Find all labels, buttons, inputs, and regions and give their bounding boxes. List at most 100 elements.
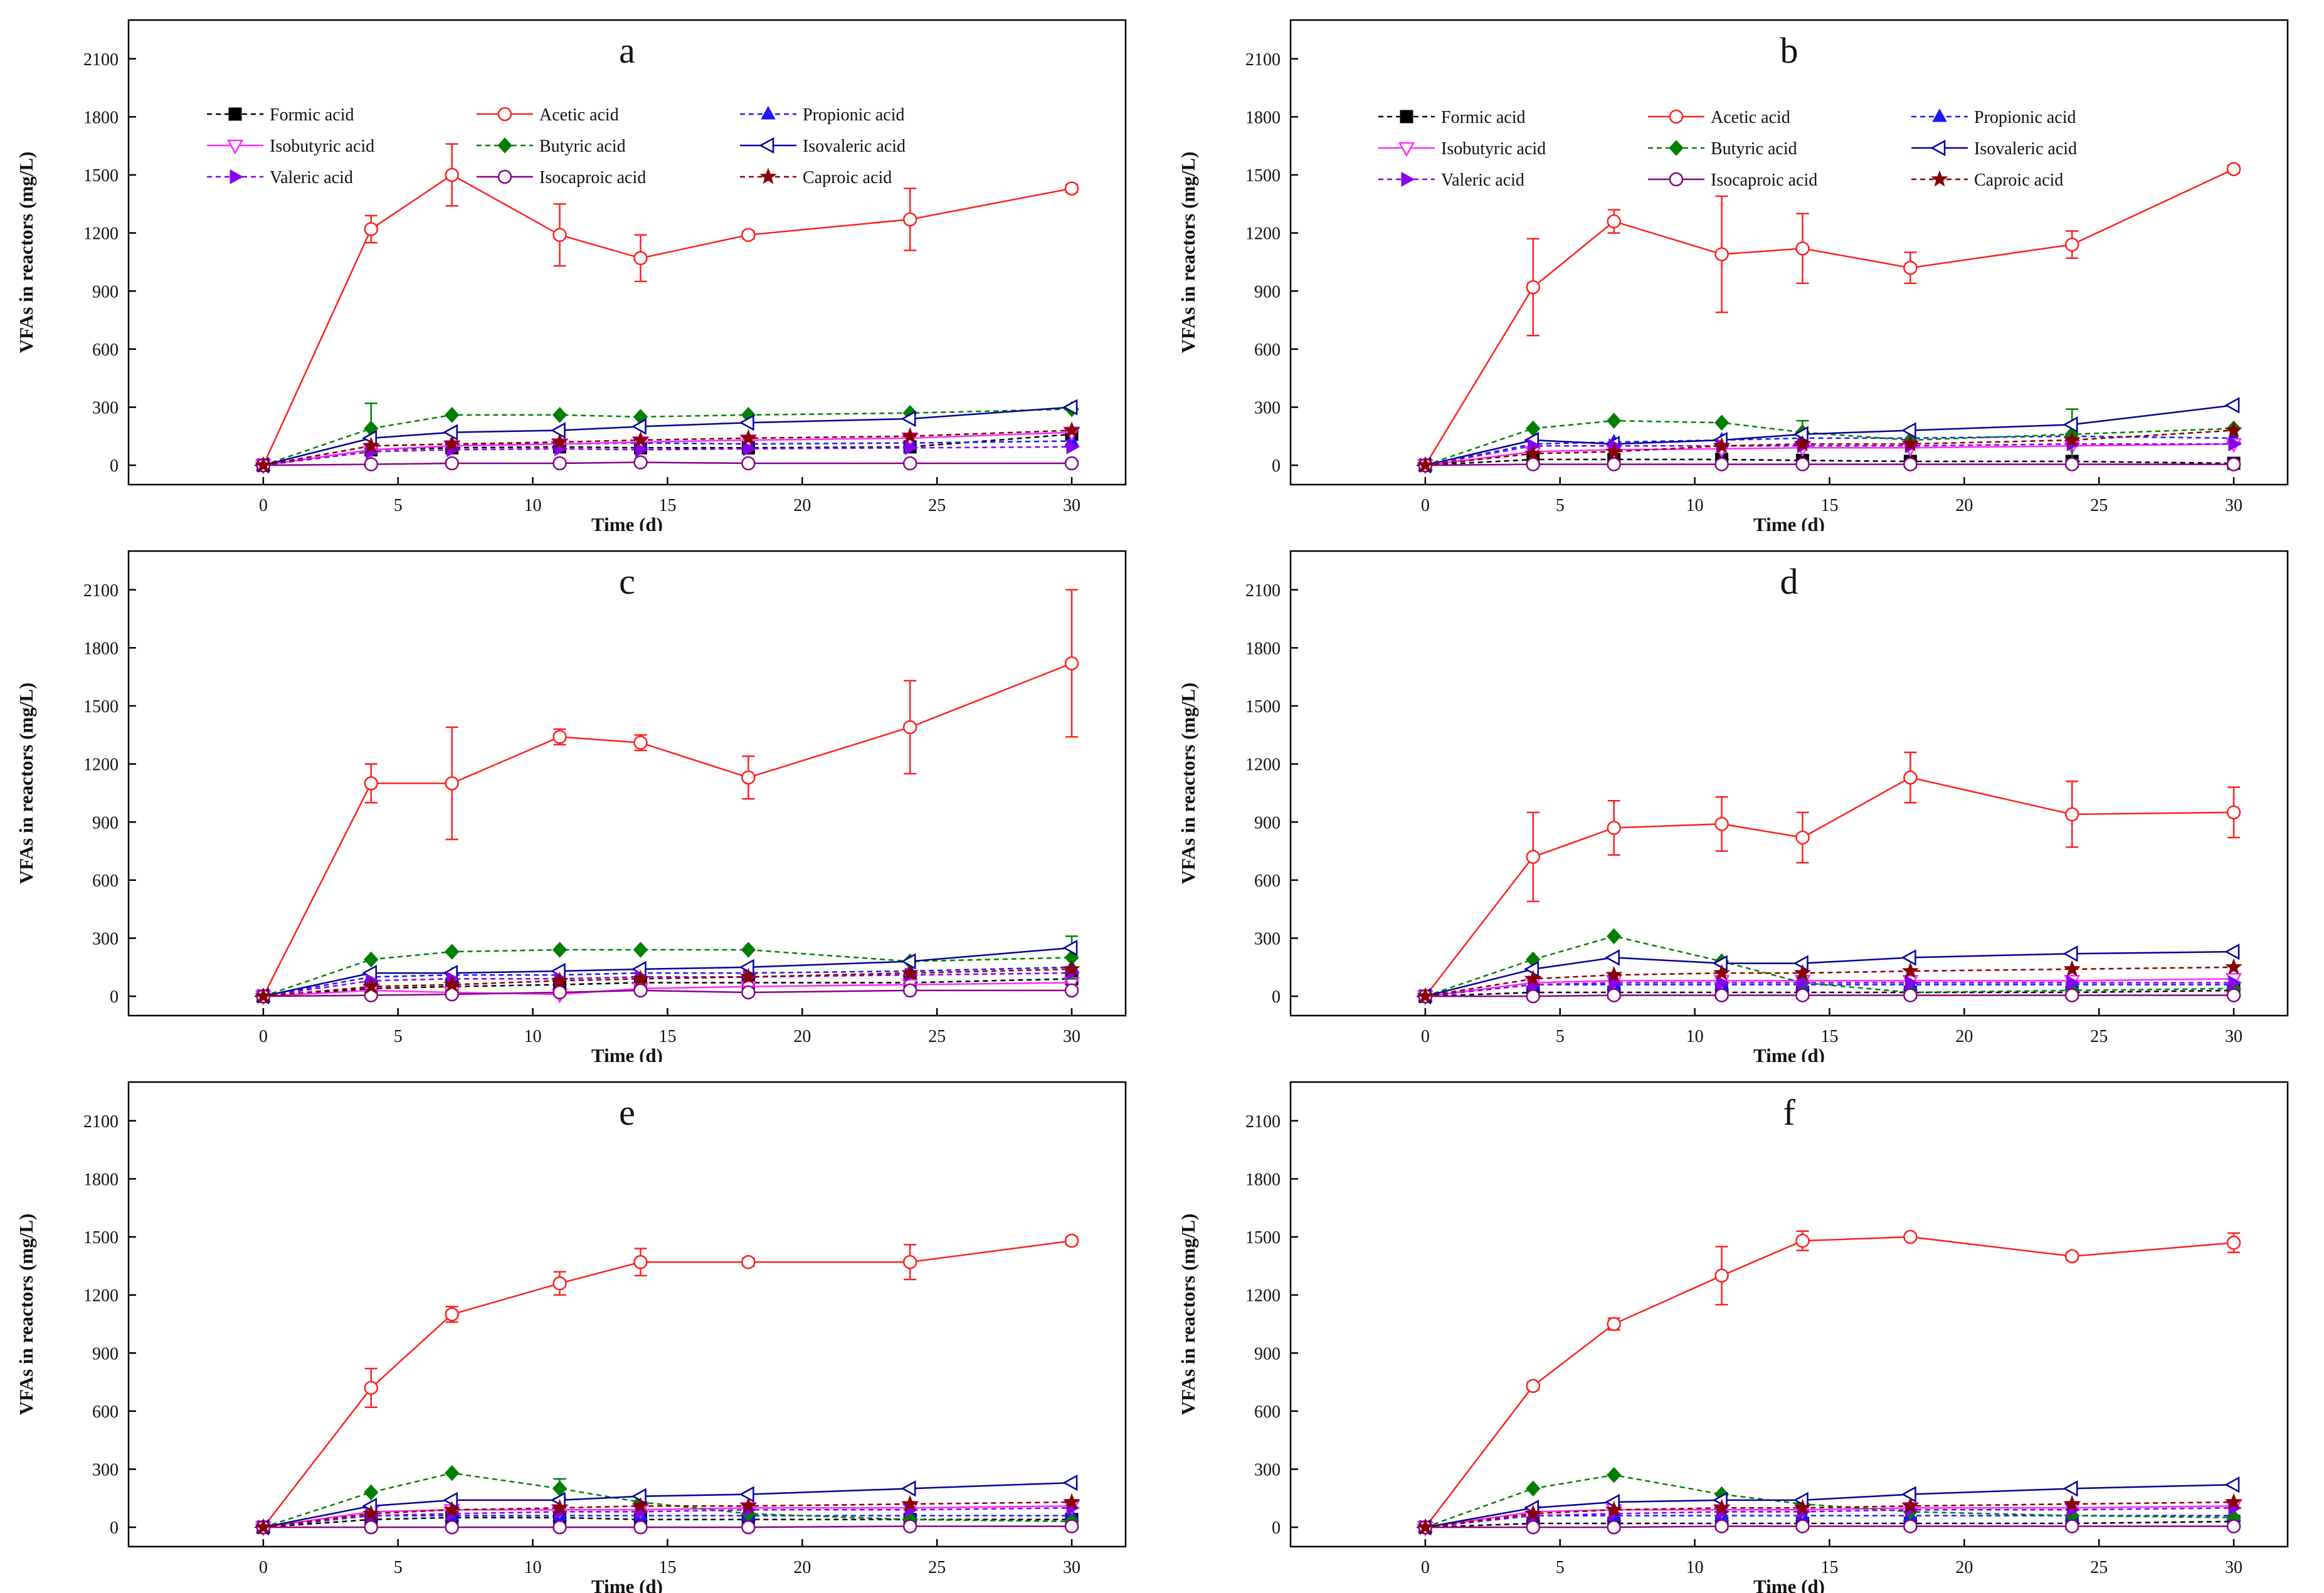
data-point-butyric-acid [1606, 413, 1622, 429]
data-point-isocaproic-acid [1795, 457, 1810, 471]
series-line-acetic-acid [1424, 1236, 2234, 1528]
chart-panel-e: 0 300 600 900 1200 1500 1800 2100 0 5 10 15 20 25 30 Ti… [0, 1062, 1162, 1593]
legend-label: Caproic acid [803, 168, 892, 187]
y-tick-label: 1200 [1245, 755, 1281, 775]
data-point-acetic-acid [2226, 805, 2241, 820]
y-tick-label: 2100 [1245, 1112, 1281, 1132]
data-point-caproic-acid [1901, 962, 1920, 979]
series-caproic-acid [255, 421, 1080, 473]
x-tick-label: 25 [2090, 1027, 2108, 1046]
data-point-acetic-acid [445, 167, 459, 182]
y-tick-label: 1200 [83, 755, 119, 775]
x-tick-label: 30 [1063, 496, 1080, 515]
data-point-isovaleric-acid [901, 953, 916, 970]
data-point-isocaproic-acid [1064, 456, 1079, 471]
data-point-isocaproic-acid [1607, 988, 1621, 1002]
y-tick-label: 300 [1254, 399, 1281, 418]
data-point-caproic-acid [1605, 1500, 1623, 1518]
data-point-caproic-acid [739, 429, 758, 446]
x-tick-label: 5 [1556, 1558, 1565, 1577]
data-point-caproic-acid [1713, 1498, 1731, 1515]
data-point-acetic-acid [2064, 237, 2079, 252]
data-point-isocaproic-acid [902, 983, 917, 998]
data-point-acetic-acid [1795, 241, 1810, 256]
data-point-butyric-acid [633, 942, 648, 958]
legend-label: Caproic acid [1974, 171, 2063, 190]
data-point-isocaproic-acid [1714, 1519, 1729, 1533]
series-line-isovaleric-acid [1425, 1483, 2234, 1528]
data-point-isocaproic-acid [1607, 457, 1621, 471]
x-tick-label: 0 [259, 1558, 268, 1577]
legend-item-acetic-acid: Acetic acid [1648, 108, 1790, 127]
y-tick-label: 1200 [83, 1286, 119, 1306]
y-tick-label: 1200 [83, 224, 119, 244]
x-axis-title: Time (d) [591, 1575, 663, 1593]
data-point-caproic-acid [1063, 960, 1080, 977]
legend-label: Isovaleric acid [803, 137, 906, 156]
series-acetic-acid [256, 143, 1079, 473]
data-point-valeric-acid [1066, 439, 1080, 455]
data-point-acetic-acid [1714, 1268, 1729, 1283]
series-caproic-acid [1417, 1493, 2242, 1535]
data-point-isocaproic-acid [1795, 1519, 1810, 1533]
y-tick-label: 1500 [1245, 1228, 1281, 1248]
data-point-acetic-acid [364, 776, 379, 791]
series-line-isocaproic-acid [1425, 463, 2234, 466]
data-point-acetic-acid [2064, 1249, 2079, 1264]
x-tick-label: 0 [1421, 496, 1430, 515]
data-point-valeric-acid [2066, 975, 2081, 991]
data-point-caproic-acid [1524, 1505, 1542, 1522]
series-line-acetic-acid [262, 1239, 1072, 1528]
x-tick-label: 15 [1820, 1027, 1838, 1046]
data-point-isocaproic-acid [1795, 988, 1810, 1002]
data-point-valeric-acid [2228, 436, 2242, 452]
data-point-isovaleric-acid [1712, 955, 1728, 972]
legend-label: Butyric acid [1711, 139, 1797, 159]
x-tick-label: 15 [658, 1027, 676, 1046]
series-isocaproic-acid [256, 455, 1079, 473]
legend-label: Propionic acid [803, 105, 905, 125]
data-point-caproic-acid [901, 427, 919, 444]
x-tick-label: 10 [1686, 1558, 1704, 1577]
legend-label: Formic acid [1441, 108, 1526, 127]
x-tick-label: 15 [1820, 1558, 1838, 1577]
data-point-caproic-acid [739, 967, 758, 984]
series-formic-acid [1418, 984, 2241, 1003]
series-line-isobutyric-acid [263, 431, 1072, 466]
data-point-acetic-acid [902, 1254, 917, 1270]
series-line-isobutyric-acid [1425, 978, 2234, 997]
data-point-acetic-acid [741, 228, 756, 242]
series-line-isobutyric-acid [1425, 1505, 2234, 1528]
x-axis-title: Time (d) [591, 513, 663, 531]
data-point-butyric-acid [552, 942, 568, 958]
x-tick-label: 10 [1686, 1027, 1704, 1046]
data-point-isovaleric-acid [2063, 945, 2078, 962]
data-point-isovaleric-acid [2224, 943, 2240, 960]
data-point-caproic-acid [631, 1496, 650, 1513]
data-point-isovaleric-acid [1062, 1474, 1078, 1491]
series-valeric-acid [1420, 436, 2242, 473]
data-point-acetic-acid [445, 1307, 459, 1322]
data-point-caproic-acid [1901, 1496, 1920, 1513]
data-point-caproic-acid [362, 436, 380, 453]
series-acetic-acid [1418, 751, 2241, 1004]
x-tick-label: 5 [394, 496, 403, 515]
y-tick-label: 900 [1254, 282, 1281, 302]
series-line-acetic-acid [262, 174, 1072, 466]
legend-marker [1669, 140, 1684, 156]
chart-svg-f: 0 300 600 900 1200 1500 1800 2100 0 5 10 15 20 25 30 Ti… [1177, 1081, 2289, 1593]
series-valeric-acid [258, 439, 1080, 473]
series-line-acetic-acid [262, 662, 1072, 997]
legend-item-caproic-acid: Caproic acid [740, 167, 892, 187]
series-isovaleric-acid [254, 1474, 1078, 1536]
x-tick-label: 15 [1820, 496, 1838, 515]
series-line-caproic-acid [1425, 966, 2234, 997]
data-point-isocaproic-acid [1903, 988, 1918, 1002]
series-line-isovaleric-acid [1425, 404, 2234, 466]
y-axis-title: VFAs in reactors (mg/L) [1177, 683, 1199, 885]
data-point-acetic-acid [2064, 807, 2079, 822]
series-line-acetic-acid [1424, 168, 2234, 466]
data-point-caproic-acid [362, 1505, 380, 1522]
x-tick-label: 30 [2225, 1027, 2242, 1046]
